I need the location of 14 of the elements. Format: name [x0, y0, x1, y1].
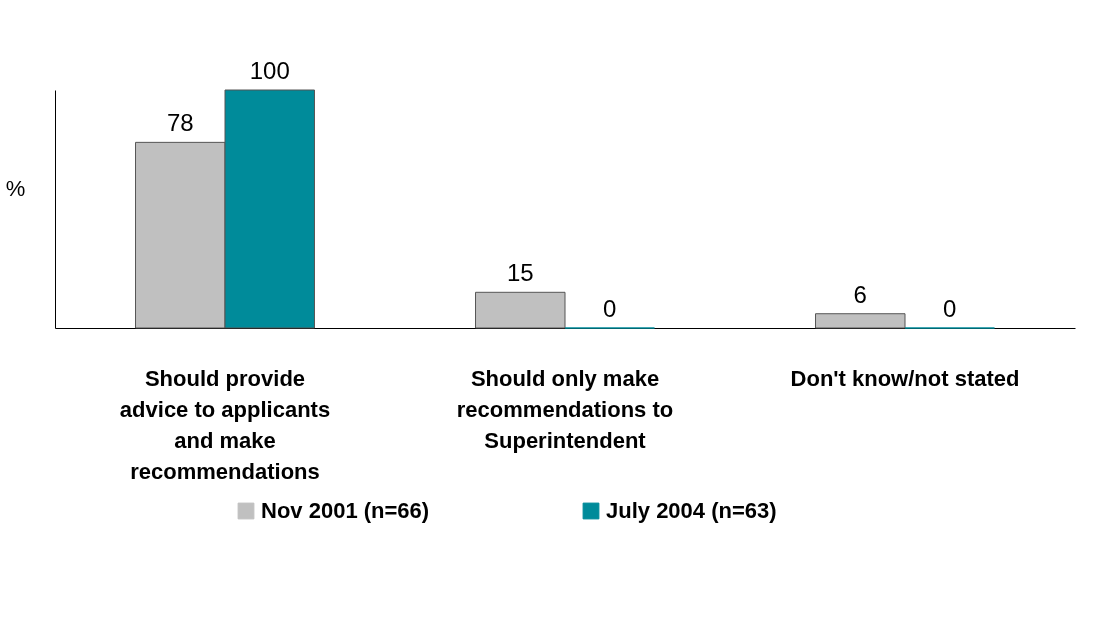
x-tick-label: Should only make recommendations to Superintendent: [456, 365, 674, 453]
data-label: 0: [603, 295, 617, 322]
legend-label: Nov 2001 (n=66): [261, 498, 430, 523]
bar: [815, 313, 906, 329]
data-label: 0: [943, 295, 957, 322]
bar: [475, 291, 566, 329]
x-tick-label: Don't know/not stated: [790, 365, 1020, 391]
x-tick-label: Should provide advice to applicants and make recommendations: [119, 365, 331, 484]
legend-label: July 2004 (n=63): [606, 498, 777, 523]
data-label: 100: [249, 57, 290, 84]
data-label: 78: [166, 109, 194, 137]
data-label: 15: [506, 259, 534, 287]
y-axis-title: %: [5, 175, 26, 201]
data-label: 6: [853, 280, 867, 308]
